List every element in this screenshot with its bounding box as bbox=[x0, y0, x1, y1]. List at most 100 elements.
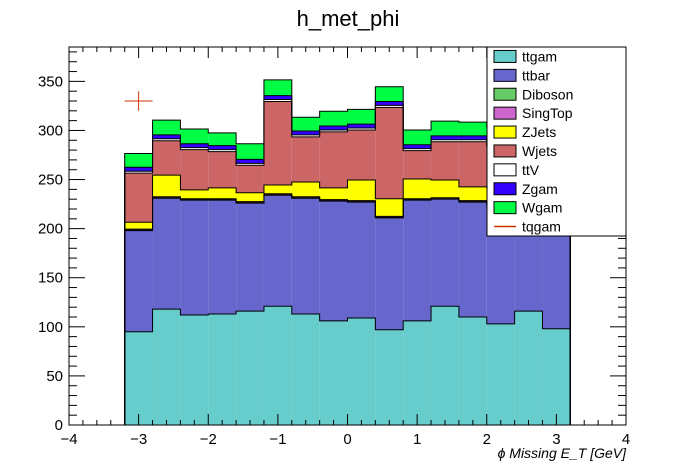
bar-wgam-12 bbox=[458, 122, 487, 136]
bar-wgam-1 bbox=[152, 120, 181, 135]
x-tick-label: −1 bbox=[269, 431, 286, 448]
bar-zjets-8 bbox=[347, 180, 376, 201]
bar-wgam-4 bbox=[236, 143, 264, 160]
bar-ttbar-12 bbox=[458, 202, 487, 317]
bar-zjets-5 bbox=[263, 184, 292, 194]
bar-ttv-11 bbox=[431, 139, 459, 142]
bar-wjets-8 bbox=[347, 129, 376, 181]
bar-wjets-3 bbox=[208, 151, 237, 188]
y-tick-label: 150 bbox=[38, 270, 63, 287]
bar-zgam-4 bbox=[236, 159, 264, 164]
bar-wgam-3 bbox=[208, 132, 237, 146]
legend-swatch-singtop bbox=[493, 106, 517, 120]
bar-wgam-6 bbox=[291, 117, 320, 131]
bar-zjets-11 bbox=[431, 180, 459, 198]
bar-ttgam-6 bbox=[291, 314, 320, 425]
bar-wjets-10 bbox=[403, 150, 432, 180]
bar-wjets-12 bbox=[458, 141, 487, 187]
bar-wjets-0 bbox=[124, 173, 153, 223]
legend-swatch-zgam bbox=[493, 182, 517, 196]
bar-ttv-1 bbox=[152, 138, 181, 141]
legend-label-wjets: Wjets bbox=[522, 143, 557, 159]
bar-ttgam-4 bbox=[236, 311, 264, 425]
bar-ttgam-7 bbox=[319, 320, 348, 425]
x-tick-label: 2 bbox=[483, 431, 491, 448]
bar-ttv-2 bbox=[180, 147, 209, 150]
bar-ttgam-11 bbox=[431, 306, 459, 425]
y-tick-label: 100 bbox=[38, 319, 63, 336]
bar-wjets-9 bbox=[375, 107, 404, 199]
legend-swatch-ttgam bbox=[493, 49, 517, 63]
x-tick-label: 4 bbox=[622, 431, 630, 448]
legend-label-zgam: Zgam bbox=[522, 181, 558, 197]
bar-ttv-4 bbox=[236, 163, 264, 166]
bar-ttbar-11 bbox=[431, 199, 459, 307]
x-tick-label: −2 bbox=[200, 431, 217, 448]
bar-zjets-6 bbox=[291, 182, 320, 197]
legend: ttgam ttbar Diboson SingTop ZJets Wjets ttV Zga… bbox=[486, 46, 627, 237]
bar-ttgam-15 bbox=[542, 328, 571, 425]
bar-ttgam-9 bbox=[375, 329, 404, 425]
legend-label-singtop: SingTop bbox=[522, 105, 573, 121]
bar-ttv-5 bbox=[263, 99, 292, 102]
bar-wgam-2 bbox=[180, 128, 209, 144]
bar-wgam-9 bbox=[375, 86, 404, 102]
bar-ttbar-10 bbox=[403, 200, 432, 321]
x-axis-ticks: −4 −3 −2 −1 0 1 2 3 4 bbox=[60, 47, 630, 448]
legend-label-ttv: ttV bbox=[522, 162, 540, 178]
bar-ttv-12 bbox=[458, 139, 487, 142]
bar-ttv-9 bbox=[375, 105, 404, 108]
bar-zjets-1 bbox=[152, 175, 181, 197]
bar-wjets-11 bbox=[431, 141, 459, 181]
bar-wgam-11 bbox=[431, 121, 459, 136]
x-tick-label: −3 bbox=[130, 431, 147, 448]
bar-ttbar-4 bbox=[236, 203, 264, 312]
bar-ttbar-8 bbox=[347, 202, 376, 318]
legend-label-wgam: Wgam bbox=[522, 200, 562, 216]
bar-wgam-0 bbox=[124, 153, 153, 168]
legend-label-ttgam: ttgam bbox=[522, 48, 557, 64]
bar-zjets-12 bbox=[458, 186, 487, 201]
bar-wjets-5 bbox=[263, 101, 292, 185]
bar-zgam-12 bbox=[458, 135, 487, 140]
bar-zgam-3 bbox=[208, 145, 237, 150]
y-tick-label: 300 bbox=[38, 122, 63, 139]
bar-zgam-11 bbox=[431, 135, 459, 140]
bar-ttv-10 bbox=[403, 148, 432, 151]
bar-zgam-7 bbox=[319, 126, 348, 130]
bar-ttv-3 bbox=[208, 149, 237, 152]
bar-wgam-7 bbox=[319, 111, 348, 127]
bar-ttbar-0 bbox=[124, 230, 153, 332]
legend-label-zjets: ZJets bbox=[522, 124, 556, 140]
bar-ttgam-14 bbox=[514, 311, 543, 425]
bar-ttbar-6 bbox=[291, 198, 320, 315]
bar-ttgam-1 bbox=[152, 309, 181, 425]
bar-zgam-9 bbox=[375, 101, 404, 106]
bar-zgam-8 bbox=[347, 124, 376, 128]
legend-swatch-diboson bbox=[493, 87, 517, 101]
bar-ttv-6 bbox=[291, 134, 320, 137]
bar-ttgam-5 bbox=[263, 306, 292, 425]
legend-label-diboson: Diboson bbox=[522, 86, 573, 102]
bar-zgam-5 bbox=[263, 95, 292, 100]
bar-ttgam-13 bbox=[486, 323, 515, 425]
bar-wjets-2 bbox=[180, 149, 209, 190]
bar-zjets-4 bbox=[236, 192, 264, 202]
bar-ttbar-3 bbox=[208, 200, 237, 315]
y-tick-label: 350 bbox=[38, 73, 63, 90]
bar-zjets-7 bbox=[319, 187, 348, 200]
legend-label-ttbar: ttbar bbox=[522, 67, 550, 83]
bar-zgam-10 bbox=[403, 144, 432, 149]
legend-swatch-ttv bbox=[493, 163, 517, 177]
bar-zgam-6 bbox=[291, 130, 320, 135]
y-tick-label: 200 bbox=[38, 221, 63, 238]
bar-zgam-2 bbox=[180, 143, 209, 148]
bar-ttgam-0 bbox=[124, 331, 153, 425]
bar-wjets-7 bbox=[319, 131, 348, 188]
bar-zjets-10 bbox=[403, 179, 432, 199]
bar-ttgam-12 bbox=[458, 317, 487, 425]
bar-zgam-1 bbox=[152, 134, 181, 139]
legend-swatch-wgam bbox=[493, 201, 517, 215]
legend-label-tqgam: tqgam bbox=[522, 219, 561, 235]
legend-swatch-ttbar bbox=[493, 68, 517, 82]
